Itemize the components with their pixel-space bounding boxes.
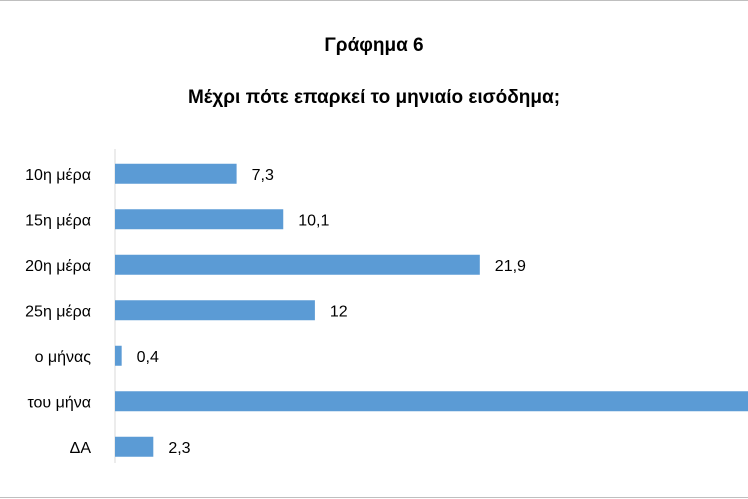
value-label-2: 21,9 bbox=[495, 258, 526, 275]
category-label-3: 25η μέρα bbox=[25, 303, 91, 320]
chart-subtitle: Μέχρι πότε επαρκεί το μηνιαίο εισόδημα; bbox=[188, 87, 560, 108]
chart-title: Γράφημα 6 bbox=[324, 35, 423, 56]
bar-0 bbox=[115, 163, 237, 184]
bar-2 bbox=[115, 254, 480, 275]
value-label-4: 0,4 bbox=[137, 349, 159, 366]
bar-5 bbox=[115, 391, 748, 412]
category-label-0: 10η μέρα bbox=[25, 167, 91, 184]
category-label-5: του μήνα bbox=[27, 394, 91, 411]
value-label-6: 2,3 bbox=[168, 440, 190, 457]
category-label-2: 20η μέρα bbox=[25, 258, 91, 275]
value-label-0: 7,3 bbox=[252, 167, 274, 184]
value-label-3: 12 bbox=[330, 303, 348, 320]
category-label-1: 15η μέρα bbox=[25, 212, 91, 229]
category-label-4: ο μήνας bbox=[35, 349, 92, 366]
bars-layer: 10η μέρα 7,3 15η μέρα 10,1 20η μέρα 21,9 25η μ… bbox=[25, 163, 748, 457]
value-label-1: 10,1 bbox=[298, 212, 329, 229]
bar-1 bbox=[115, 209, 284, 230]
bar-3 bbox=[115, 300, 315, 321]
bar-6 bbox=[115, 436, 154, 457]
category-label-6: ΔΑ bbox=[70, 440, 92, 457]
bar-4 bbox=[115, 345, 122, 366]
